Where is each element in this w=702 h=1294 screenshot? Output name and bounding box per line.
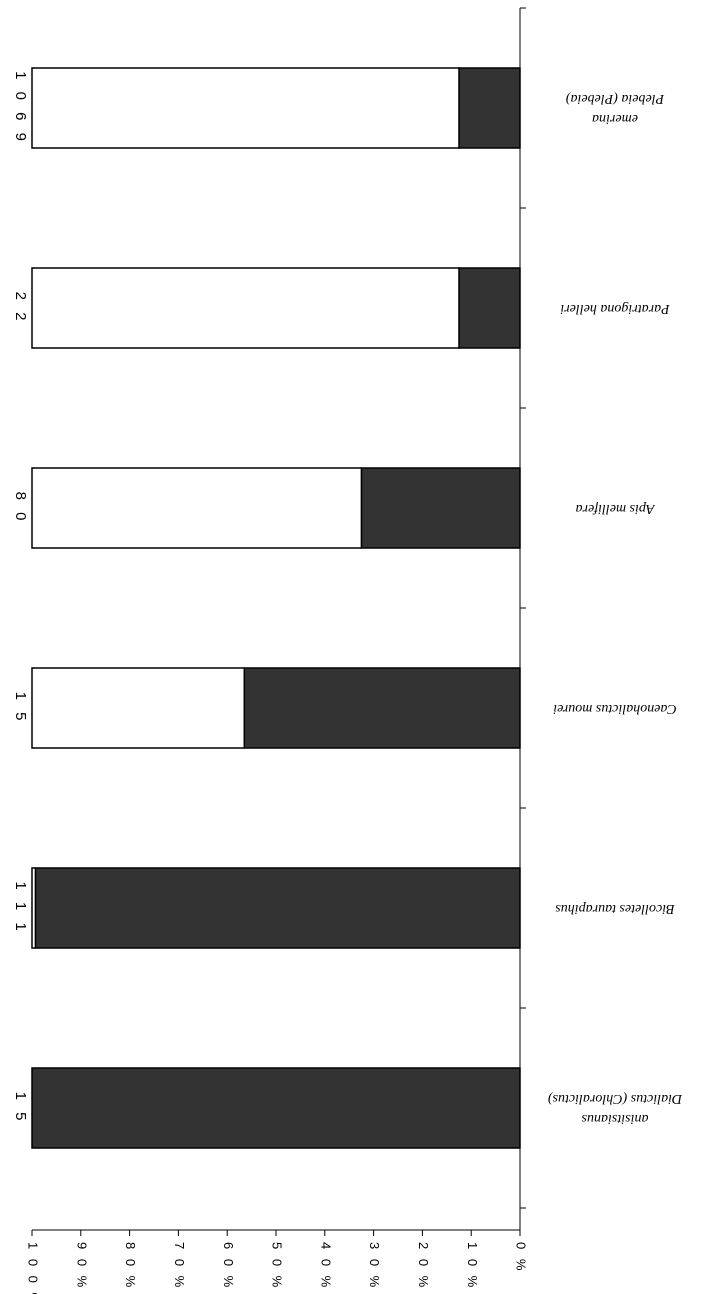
category-label: Bicolletes taurapihus bbox=[555, 901, 675, 916]
category-label: Dialictus (Chloralictus) bbox=[548, 1091, 684, 1106]
value-tick-label: 1 0 0 % bbox=[26, 1242, 41, 1294]
count-label: 1 5 bbox=[12, 1092, 29, 1125]
count-label: 1 1 1 bbox=[12, 881, 29, 934]
value-tick-label: 3 0 % bbox=[367, 1242, 382, 1290]
bar-segment-dark bbox=[34, 867, 521, 949]
category-label: Caenohalictus mourei bbox=[553, 701, 677, 716]
bars-group bbox=[31, 67, 521, 1149]
value-tick-label: 2 0 % bbox=[416, 1242, 431, 1290]
value-tick-label: 5 0 % bbox=[270, 1242, 285, 1290]
count-labels-group: 1 0 6 9 2 2 8 0 1 5 1 1 1 1 5 bbox=[12, 71, 29, 1124]
count-label: 1 0 6 9 bbox=[12, 71, 29, 145]
bar-segment-light bbox=[31, 667, 246, 749]
bar-segment-dark bbox=[360, 467, 521, 549]
count-label: 2 2 bbox=[12, 292, 29, 325]
bar-segment-light bbox=[31, 467, 363, 549]
value-tick-label: 6 0 % bbox=[221, 1242, 236, 1290]
value-tick-label: 8 0 % bbox=[123, 1242, 138, 1290]
bar-segment-light bbox=[31, 867, 37, 949]
count-label: 8 0 bbox=[12, 492, 29, 525]
value-tick-label: 9 0 % bbox=[74, 1242, 89, 1290]
value-tick-label: 1 0 % bbox=[465, 1242, 480, 1290]
value-tick-label: 7 0 % bbox=[172, 1242, 187, 1290]
category-label: emerina bbox=[592, 111, 638, 126]
count-label: 1 5 bbox=[12, 692, 29, 725]
category-label: Apis mellifera bbox=[576, 501, 656, 516]
bar-segment-dark bbox=[458, 67, 521, 149]
bar-segment-light bbox=[31, 67, 460, 149]
bar-segment-dark bbox=[458, 267, 521, 349]
category-labels-group: Plebeia (Plebeia) emerina Paratrigona hell… bbox=[548, 91, 684, 1126]
category-label: Paratrigona helleri bbox=[560, 301, 670, 316]
category-ticks bbox=[520, 7, 526, 1209]
bar-segment-dark bbox=[243, 667, 521, 749]
value-tick-label: 0 % bbox=[514, 1242, 529, 1273]
category-label: anisitsianus bbox=[581, 1111, 648, 1126]
value-tick-label: 4 0 % bbox=[318, 1242, 333, 1290]
value-ticks: 0 % 1 0 % 2 0 % 3 0 % 4 0 % 5 0 % 6 0 % 7 0 % 8 … bbox=[26, 1230, 529, 1294]
bar-segment-dark bbox=[31, 1067, 521, 1149]
bar-segment-light bbox=[31, 267, 460, 349]
category-label: Plebeia (Plebeia) bbox=[565, 91, 665, 106]
